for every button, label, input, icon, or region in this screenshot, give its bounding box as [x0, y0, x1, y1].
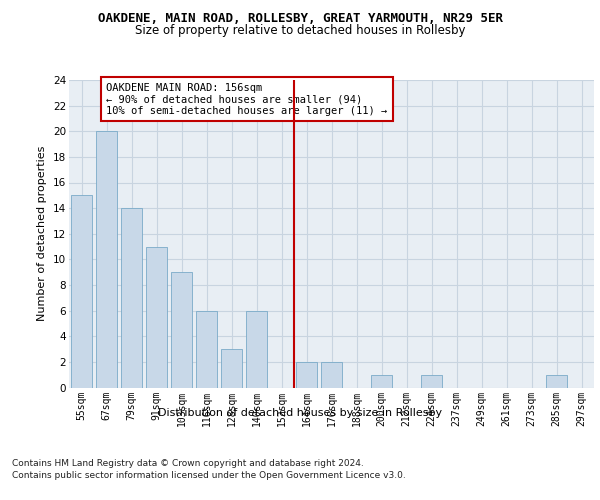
Bar [421, 374, 442, 388]
Bar [246, 310, 267, 388]
Bar [71, 196, 92, 388]
Bar [371, 374, 392, 388]
Y-axis label: Number of detached properties: Number of detached properties [37, 146, 47, 322]
Text: Distribution of detached houses by size in Rollesby: Distribution of detached houses by size … [158, 408, 442, 418]
Bar [321, 362, 342, 388]
Text: OAKDENE MAIN ROAD: 156sqm
← 90% of detached houses are smaller (94)
10% of semi-: OAKDENE MAIN ROAD: 156sqm ← 90% of detac… [107, 82, 388, 116]
Bar [221, 349, 242, 388]
Bar [146, 246, 167, 388]
Text: Contains HM Land Registry data © Crown copyright and database right 2024.: Contains HM Land Registry data © Crown c… [12, 458, 364, 468]
Bar [546, 374, 567, 388]
Bar [121, 208, 142, 388]
Text: Size of property relative to detached houses in Rollesby: Size of property relative to detached ho… [135, 24, 465, 37]
Bar [171, 272, 192, 388]
Bar [296, 362, 317, 388]
Bar [196, 310, 217, 388]
Text: Contains public sector information licensed under the Open Government Licence v3: Contains public sector information licen… [12, 471, 406, 480]
Bar [96, 131, 117, 388]
Text: OAKDENE, MAIN ROAD, ROLLESBY, GREAT YARMOUTH, NR29 5ER: OAKDENE, MAIN ROAD, ROLLESBY, GREAT YARM… [97, 12, 503, 26]
